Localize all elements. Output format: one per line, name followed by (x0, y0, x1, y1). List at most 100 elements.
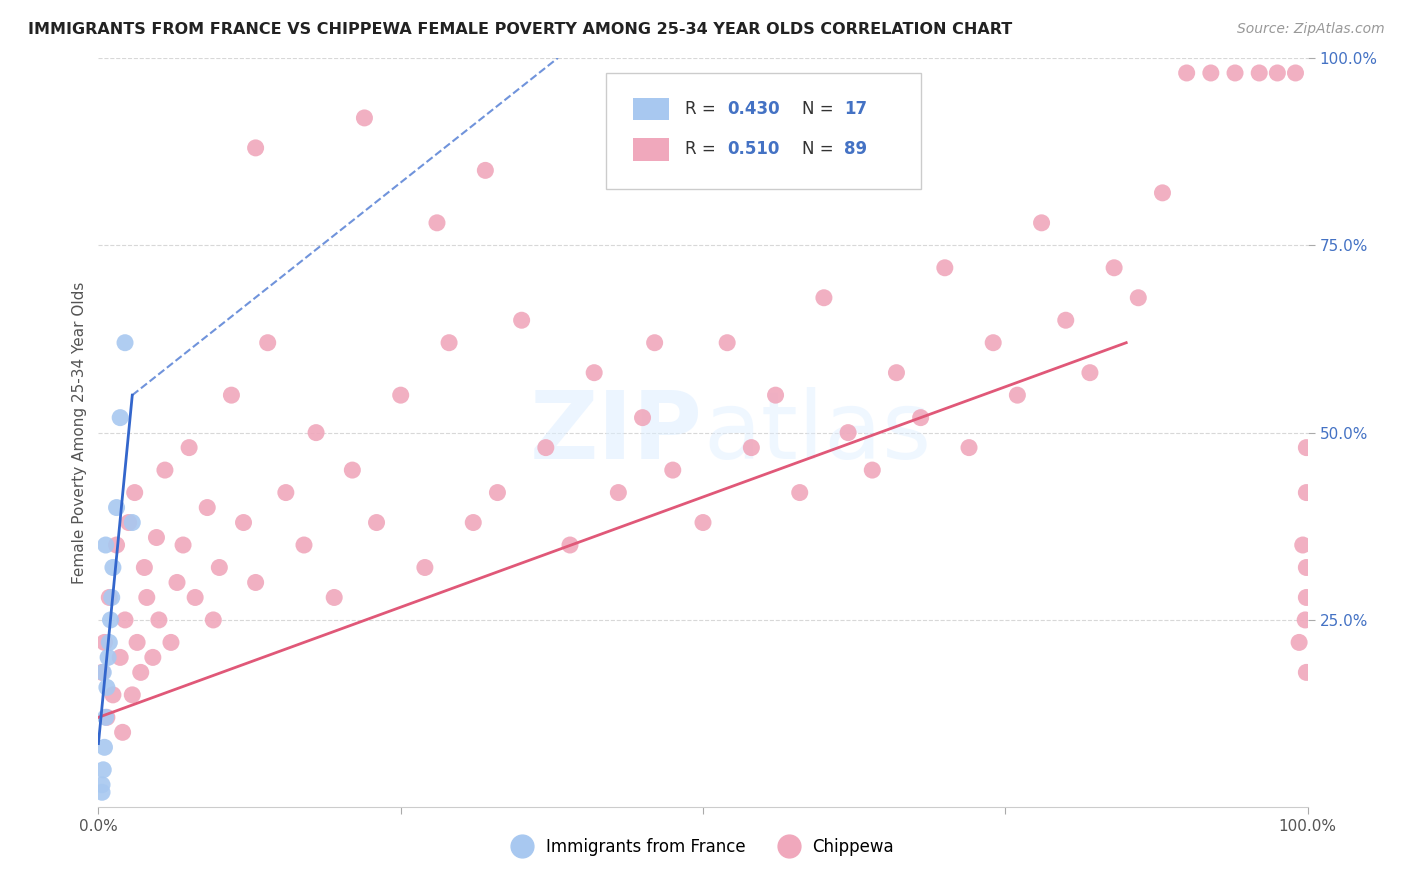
Text: N =: N = (803, 140, 839, 159)
Text: 0.510: 0.510 (727, 140, 779, 159)
Text: Source: ZipAtlas.com: Source: ZipAtlas.com (1237, 22, 1385, 37)
Point (1054, 313, 1077, 327)
Point (366, 516, 388, 530)
Point (1102, 260, 1125, 275)
Point (510, 313, 533, 327)
Point (607, 485, 630, 500)
Point (121, 688, 143, 702)
Point (661, 463, 683, 477)
Point (208, 560, 231, 574)
Point (91, 763, 114, 777)
Point (813, 291, 835, 305)
Point (486, 485, 509, 500)
Point (1223, 66, 1246, 80)
Point (740, 441, 762, 455)
Point (105, 500, 128, 515)
Point (631, 410, 654, 425)
Point (91, 785, 114, 799)
Point (789, 485, 811, 500)
Point (274, 485, 297, 500)
Point (101, 688, 124, 702)
Point (148, 613, 170, 627)
Point (232, 516, 254, 530)
Point (97, 650, 120, 665)
Legend: Immigrants from France, Chippewa: Immigrants from France, Chippewa (506, 831, 900, 863)
Bar (633, 138, 669, 161)
Point (160, 635, 183, 649)
Point (96, 710, 118, 724)
Point (644, 335, 666, 350)
Point (134, 560, 156, 574)
Point (114, 613, 136, 627)
Point (94, 710, 117, 724)
Point (98, 591, 121, 605)
Point (765, 388, 787, 402)
Point (101, 560, 124, 574)
Point (716, 335, 738, 350)
Point (145, 531, 167, 545)
Text: 89: 89 (845, 140, 868, 159)
Point (91, 665, 114, 680)
Point (100, 613, 122, 627)
Point (135, 591, 157, 605)
Point (108, 650, 131, 665)
Point (1284, 66, 1306, 80)
Point (121, 516, 143, 530)
Point (1199, 66, 1222, 80)
Point (1152, 186, 1174, 200)
Point (1295, 560, 1317, 574)
Bar (633, 98, 669, 120)
Point (142, 650, 165, 665)
Point (413, 560, 436, 574)
Point (1295, 441, 1317, 455)
Point (100, 591, 122, 605)
Text: 0.430: 0.430 (727, 100, 780, 118)
Point (558, 538, 581, 552)
Y-axis label: Female Poverty Among 25-34 Year Olds: Female Poverty Among 25-34 Year Olds (72, 282, 87, 583)
Text: atlas: atlas (703, 386, 931, 479)
Point (91, 778, 114, 792)
Point (1295, 591, 1317, 605)
Point (1267, 66, 1289, 80)
Point (179, 441, 201, 455)
Point (534, 441, 557, 455)
Point (172, 538, 194, 552)
Point (184, 591, 207, 605)
Point (323, 591, 346, 605)
Point (957, 441, 980, 455)
Point (166, 575, 188, 590)
Point (256, 335, 278, 350)
Point (202, 613, 225, 627)
Text: IMMIGRANTS FROM FRANCE VS CHIPPEWA FEMALE POVERTY AMONG 25-34 YEAR OLDS CORRELAT: IMMIGRANTS FROM FRANCE VS CHIPPEWA FEMAL… (28, 22, 1012, 37)
Point (583, 366, 606, 380)
Point (153, 463, 176, 477)
Text: N =: N = (803, 100, 839, 118)
Point (353, 111, 375, 125)
Point (426, 216, 449, 230)
Point (1294, 613, 1316, 627)
Point (124, 485, 146, 500)
Point (105, 538, 128, 552)
Point (1031, 216, 1053, 230)
Text: R =: R = (685, 100, 721, 118)
Point (342, 463, 364, 477)
Point (934, 260, 956, 275)
Point (111, 725, 134, 739)
Point (245, 575, 267, 590)
Point (221, 388, 243, 402)
FancyBboxPatch shape (606, 73, 921, 189)
Point (860, 463, 883, 477)
Text: ZIP: ZIP (530, 386, 703, 479)
Point (93, 635, 115, 649)
Point (292, 538, 315, 552)
Point (91, 665, 114, 680)
Point (1295, 485, 1317, 500)
Point (886, 366, 908, 380)
Point (94, 538, 117, 552)
Point (1078, 366, 1101, 380)
Point (1295, 665, 1317, 680)
Text: 17: 17 (845, 100, 868, 118)
Point (129, 665, 152, 680)
Point (1128, 291, 1150, 305)
Point (1292, 538, 1315, 552)
